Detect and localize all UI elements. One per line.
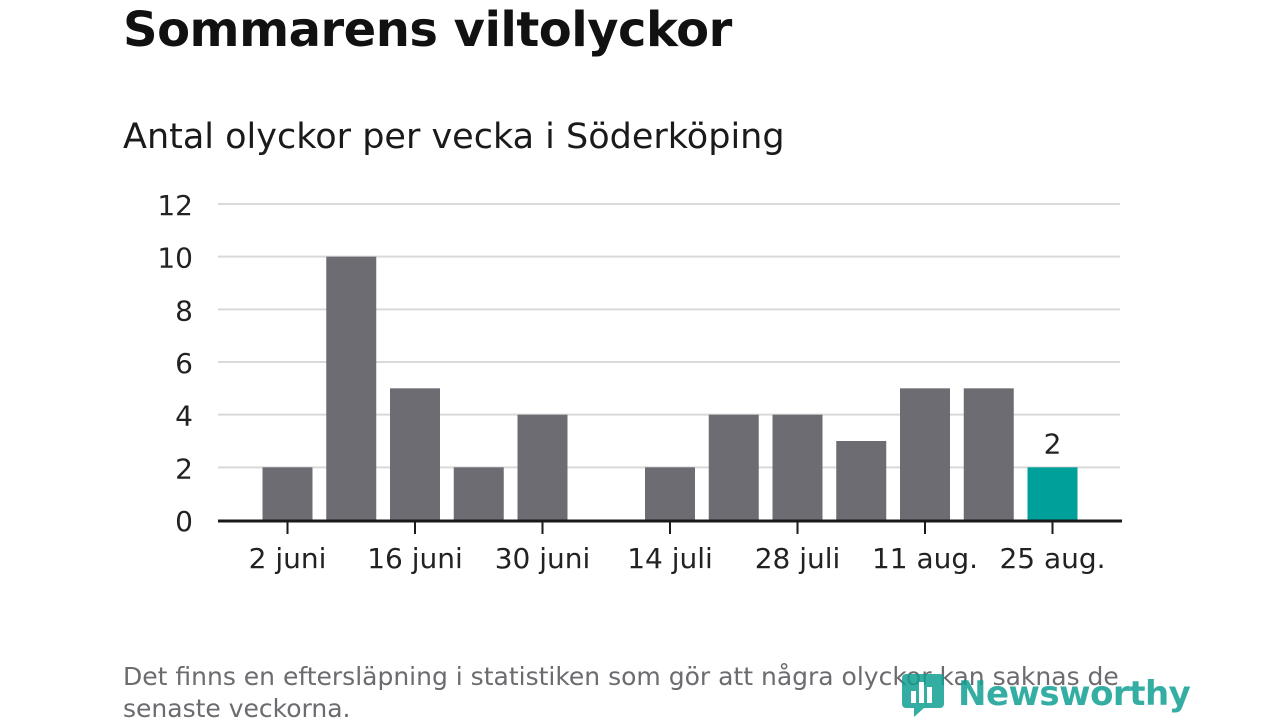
y-tick-label: 6	[175, 347, 193, 380]
chart-title: Sommarens viltolyckor	[123, 2, 732, 58]
logo-text: Newsworthy	[958, 674, 1191, 714]
y-tick-label: 4	[175, 400, 193, 433]
y-tick-label: 8	[175, 294, 193, 327]
bar-23-juni	[453, 467, 504, 520]
y-tick-label: 12	[157, 189, 193, 222]
footnote: Det finns en eftersläpning i statistiken…	[123, 662, 1119, 723]
y-tick-label: 2	[175, 452, 193, 485]
bar-11-aug-	[900, 388, 950, 520]
x-axis	[218, 519, 1122, 534]
bar-25-aug-	[1027, 467, 1078, 520]
y-tick-label: 0	[175, 505, 193, 538]
bars	[262, 256, 1078, 520]
x-tick-label: 30 juni	[495, 542, 591, 575]
bar-chart: 0 2 4 6 8 10 12 2 juni 16 juni 30 juni 14 juli 28 j…	[157, 189, 1122, 575]
data-label: 2	[1044, 427, 1062, 460]
x-tick-label: 11 aug.	[872, 542, 978, 575]
bar-28-juli	[772, 414, 823, 520]
x-tick-label: 2 juni	[249, 542, 327, 575]
labels: 0 2 4 6 8 10 12 2 juni 16 juni 30 juni 14 juli 28 j…	[157, 189, 1105, 575]
x-tick-label: 28 juli	[755, 542, 841, 575]
bar-4-aug-	[836, 441, 887, 520]
bar-21-juli	[708, 414, 759, 520]
x-tick-label: 25 aug.	[999, 542, 1105, 575]
x-tick-label: 16 juni	[367, 542, 463, 575]
bar-16-juni	[390, 388, 440, 520]
y-tick-label: 10	[157, 242, 193, 275]
bar-14-juli	[645, 467, 695, 520]
bar-9-juni	[326, 256, 377, 520]
bar-chart-icon	[902, 674, 944, 717]
newsworthy-logo: Newsworthy	[902, 668, 1191, 720]
bar-30-juni	[517, 414, 568, 520]
bar-2-juni	[262, 467, 313, 520]
chart-subtitle: Antal olyckor per vecka i Söderköping	[123, 117, 785, 157]
bar-18-aug-	[963, 388, 1014, 520]
x-tick-label: 14 juli	[627, 542, 713, 575]
